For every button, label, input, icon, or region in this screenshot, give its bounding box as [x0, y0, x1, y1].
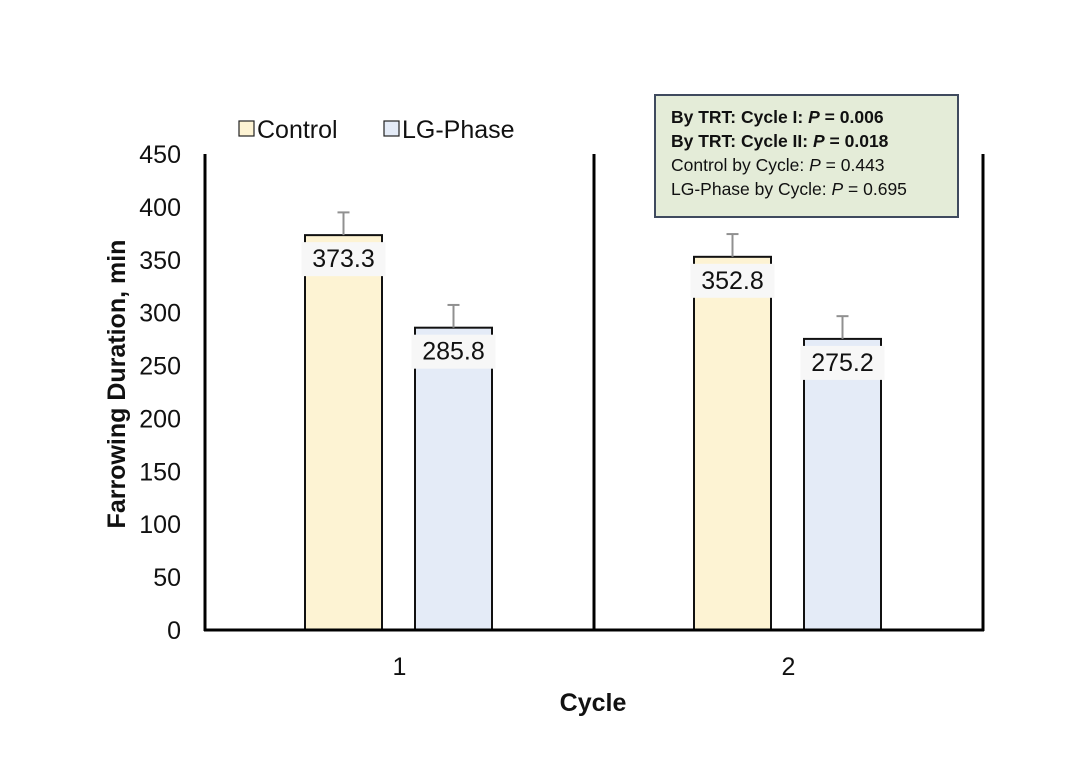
data-label-background: [411, 334, 496, 369]
y-tick-label: 400: [139, 194, 181, 222]
statistics-line: LG-Phase by Cycle: P = 0.695: [671, 177, 957, 201]
p-symbol: P: [812, 131, 825, 151]
statistics-line: By TRT: Cycle I: P = 0.006: [671, 105, 957, 129]
data-label-background: [690, 263, 775, 298]
legend: Control LG-Phase: [238, 116, 515, 144]
legend-swatch-control: [238, 120, 255, 137]
y-tick-label: 200: [139, 405, 181, 433]
y-tick-label: 100: [139, 511, 181, 539]
bar-control-cycle-2: [693, 255, 772, 631]
x-tick-label: 1: [393, 653, 407, 681]
data-label: 285.8: [422, 338, 485, 366]
y-tick-label: 250: [139, 353, 181, 381]
data-label-background: [800, 345, 885, 380]
x-tick-label: 2: [782, 653, 796, 681]
statistics-line: By TRT: Cycle II: P = 0.018: [671, 129, 957, 153]
data-label: 373.3: [312, 245, 375, 273]
p-symbol: P: [808, 107, 820, 127]
p-symbol: P: [831, 179, 844, 199]
p-symbol: P: [809, 155, 821, 175]
statistics-label: By TRT: Cycle II:: [671, 131, 813, 151]
y-axis-title: Farrowing Duration, min: [103, 240, 131, 529]
p-value: = 0.443: [820, 155, 885, 175]
y-tick-label: 300: [139, 300, 181, 328]
legend-label-lg-phase: LG-Phase: [402, 116, 515, 144]
p-value: = 0.018: [824, 131, 889, 151]
bar-lg-phase-cycle-1: [414, 326, 493, 631]
statistics-annotation-box: By TRT: Cycle I: P = 0.006 By TRT: Cycle …: [654, 94, 959, 218]
data-label: 352.8: [701, 267, 764, 295]
p-value: = 0.695: [843, 179, 907, 199]
statistics-label: Control by Cycle:: [671, 155, 810, 175]
bar-control-cycle-1: [304, 234, 383, 631]
legend-label-control: Control: [257, 116, 338, 144]
p-value: = 0.006: [819, 107, 884, 127]
y-tick-label: 450: [139, 141, 181, 169]
y-tick-label: 0: [167, 617, 181, 645]
axes: [203, 154, 985, 632]
legend-swatch-lg-phase: [383, 120, 400, 137]
statistics-label: LG-Phase by Cycle:: [671, 179, 832, 199]
statistics-line: Control by Cycle: P = 0.443: [671, 153, 957, 177]
data-label: 275.2: [811, 349, 874, 377]
bars: 373.3 352.8 285.8 275.2: [301, 211, 885, 631]
data-label-background: [301, 242, 386, 277]
bar-lg-phase-cycle-2: [803, 337, 882, 631]
y-tick-label: 50: [153, 564, 181, 592]
y-tick-label: 150: [139, 458, 181, 486]
statistics-label: By TRT: Cycle I:: [671, 107, 809, 127]
y-tick-label: 350: [139, 247, 181, 275]
x-axis-title: Cycle: [560, 689, 627, 717]
y-axis-ticks: 0 50 100 150 200 250 300 350 400 450: [139, 141, 181, 645]
